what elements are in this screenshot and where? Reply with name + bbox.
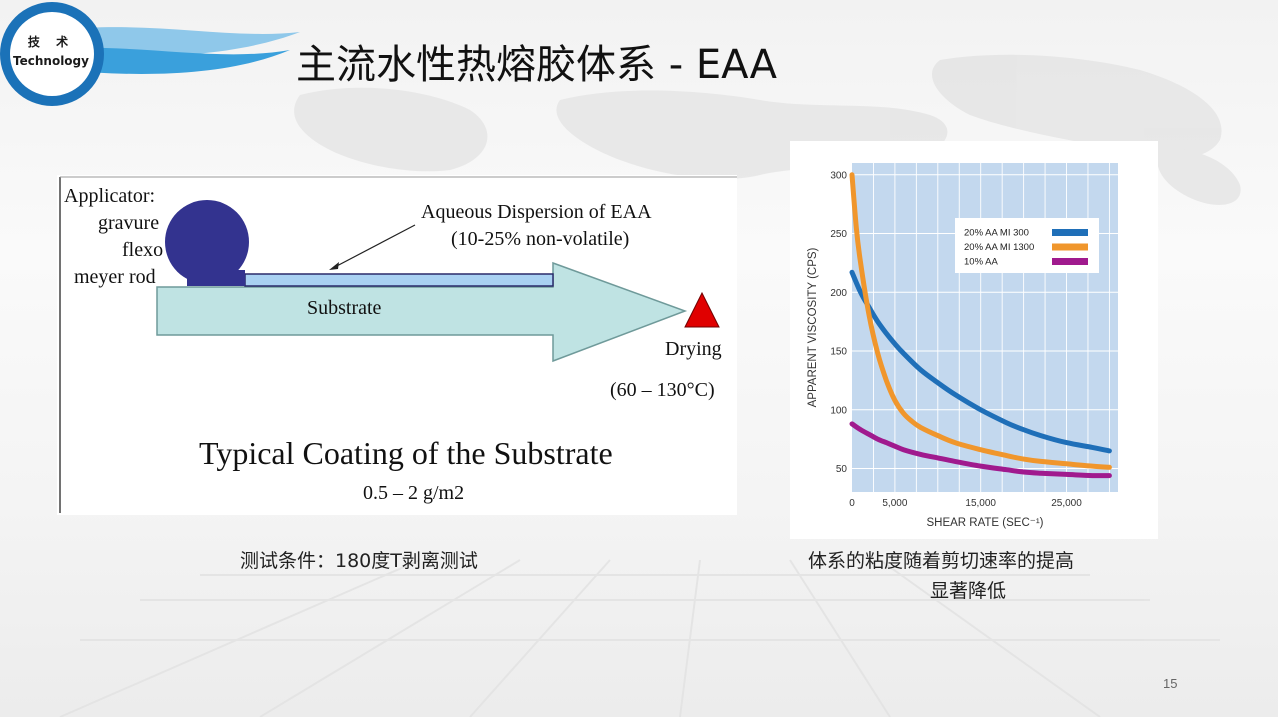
technology-logo: 技 术 Technology bbox=[0, 0, 300, 110]
y-tick-label: 150 bbox=[830, 347, 847, 358]
y-tick-label: 300 bbox=[830, 170, 847, 181]
coating-weight: 0.5 – 2 g/m2 bbox=[363, 482, 465, 504]
coating-title: Typical Coating of the Substrate bbox=[199, 435, 613, 471]
legend-label: 20% AA MI 300 bbox=[964, 228, 1029, 239]
y-tick-label: 250 bbox=[830, 229, 847, 240]
substrate-label: Substrate bbox=[307, 297, 382, 319]
applicator-roller-icon bbox=[165, 200, 249, 284]
logo-text-english: Technology bbox=[13, 54, 89, 68]
applicator-gravure: gravure bbox=[98, 212, 160, 234]
viscosity-chart-svg: 50 100 150 200 250 300 0 5,000 15,000 25,000 SHEAR… bbox=[807, 163, 1118, 529]
x-tick-label: 5,000 bbox=[882, 498, 907, 509]
y-axis-label: APPARENT VISCOSITY (CPS) bbox=[807, 247, 819, 407]
viscosity-chart: 50 100 150 200 250 300 0 5,000 15,000 25,000 SHEAR… bbox=[790, 141, 1158, 539]
slide-title: 主流水性热熔胶体系 - EAA bbox=[296, 42, 777, 88]
viscosity-caption-line2: 显著降低 bbox=[930, 580, 1007, 602]
coating-diagram: Applicator: gravure flexo meyer rod Aque… bbox=[57, 175, 737, 515]
drying-label: Drying bbox=[665, 338, 722, 360]
y-tick-label: 200 bbox=[830, 288, 847, 299]
logo-text-chinese: 技 术 bbox=[27, 35, 75, 49]
series-line-3 bbox=[849, 421, 1112, 479]
applicator-label: Applicator: bbox=[64, 185, 156, 207]
y-tick-label: 50 bbox=[836, 464, 848, 475]
applicator-base bbox=[187, 270, 245, 286]
page-number: 15 bbox=[1163, 676, 1178, 691]
x-tick-label: 15,000 bbox=[965, 498, 996, 509]
test-condition-caption: 测试条件：180度T剥离测试 bbox=[240, 550, 478, 572]
series-line-2 bbox=[849, 172, 1112, 470]
coating-diagram-graphics bbox=[59, 176, 737, 513]
dispersion-pointer-line bbox=[332, 224, 416, 269]
x-tick-label: 0 bbox=[849, 498, 855, 509]
dispersion-pointer-arrowhead bbox=[329, 262, 339, 270]
legend-label: 10% AA bbox=[964, 257, 998, 268]
drying-triangle-icon bbox=[684, 291, 720, 328]
applicator-meyer-rod: meyer rod bbox=[74, 266, 156, 288]
dispersion-solids-label: (10-25% non-volatile) bbox=[451, 228, 630, 250]
series-line-1 bbox=[849, 269, 1112, 454]
dispersion-label: Aqueous Dispersion of EAA bbox=[421, 201, 652, 223]
legend-label: 20% AA MI 1300 bbox=[964, 242, 1034, 253]
legend-swatch bbox=[1052, 229, 1088, 236]
x-axis-label: SHEAR RATE (SEC⁻¹) bbox=[926, 517, 1043, 529]
legend-swatch bbox=[1052, 243, 1088, 251]
legend-swatch bbox=[1052, 258, 1088, 265]
dispersion-film bbox=[244, 273, 554, 287]
viscosity-caption-line1: 体系的粘度随着剪切速率的提高 bbox=[808, 550, 1075, 572]
plot-area bbox=[852, 163, 1118, 492]
logo-swoosh-icon bbox=[0, 2, 300, 106]
y-tick-label: 100 bbox=[830, 405, 847, 416]
applicator-flexo: flexo bbox=[122, 239, 164, 261]
x-tick-label: 25,000 bbox=[1051, 498, 1082, 509]
drying-temperature: (60 – 130°C) bbox=[610, 379, 715, 401]
